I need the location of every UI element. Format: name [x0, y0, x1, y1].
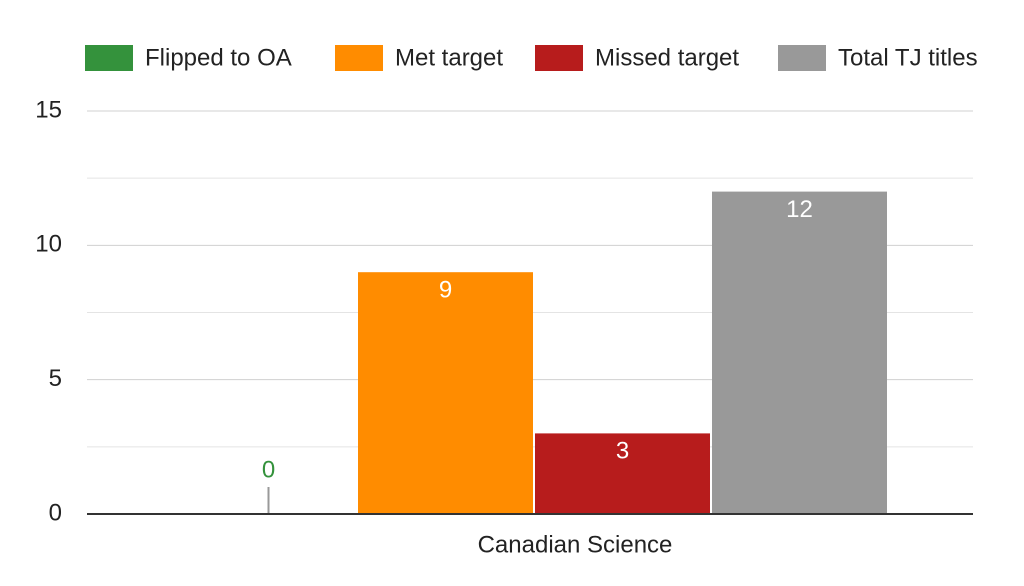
legend-label: Missed target	[595, 44, 739, 71]
y-tick-label: 15	[35, 96, 62, 123]
y-tick-label: 10	[35, 231, 62, 258]
y-tick-label: 5	[49, 365, 62, 392]
x-tick-label: Canadian Science	[478, 531, 673, 558]
legend-swatch	[778, 45, 826, 71]
data-label: 0	[262, 456, 275, 483]
data-label: 9	[439, 277, 452, 304]
bar	[712, 191, 887, 514]
legend-label: Total TJ titles	[838, 44, 978, 71]
legend-swatch	[535, 45, 583, 71]
legend-label: Flipped to OA	[145, 44, 292, 71]
bar	[358, 272, 533, 514]
data-label: 12	[786, 196, 813, 223]
data-label: 3	[616, 438, 629, 465]
legend-label: Met target	[395, 44, 503, 71]
legend-swatch	[85, 45, 133, 71]
legend-swatch	[335, 45, 383, 71]
y-tick-label: 0	[49, 499, 62, 526]
bar	[535, 433, 710, 514]
